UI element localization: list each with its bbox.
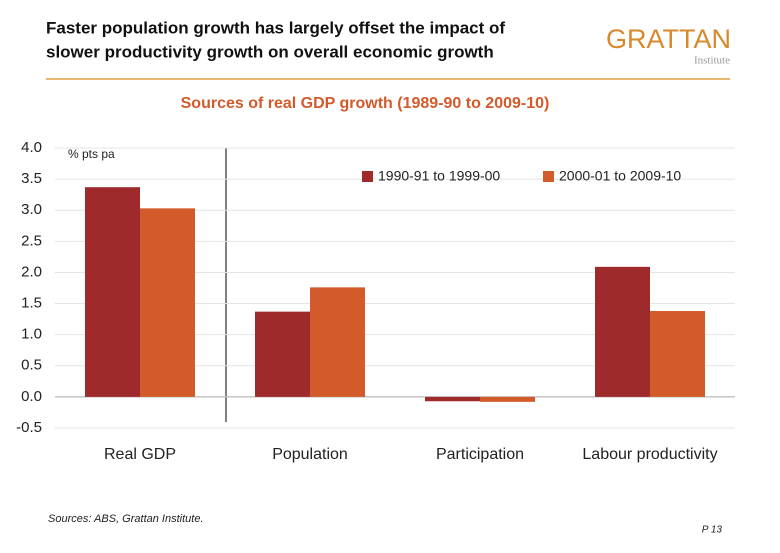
page-number: P 13 xyxy=(702,525,723,536)
legend-label: 2000-01 to 2009-10 xyxy=(559,168,681,184)
bar xyxy=(255,311,310,397)
y-tick-label: 1.5 xyxy=(21,295,42,312)
y-tick-label: 2.0 xyxy=(21,263,42,280)
slide-title: slower productivity growth on overall ec… xyxy=(46,42,494,61)
x-tick-label: Real GDP xyxy=(104,446,176,463)
bar xyxy=(140,208,195,397)
chart-title: Sources of real GDP growth (1989-90 to 2… xyxy=(181,95,550,112)
source: Sources: ABS, Grattan Institute. xyxy=(48,513,204,525)
x-tick-label: Participation xyxy=(436,446,524,463)
x-tick-label: Population xyxy=(272,446,348,463)
bar xyxy=(425,396,480,402)
y-tick-label: 0.0 xyxy=(21,388,42,405)
bar xyxy=(480,396,535,402)
y-tick-label: 1.0 xyxy=(21,326,42,343)
bar xyxy=(310,287,365,397)
y-tick-label: 3.5 xyxy=(21,170,42,187)
logo-sub: Institute xyxy=(694,55,730,67)
y-tick-label: -0.5 xyxy=(16,419,42,436)
bar xyxy=(85,187,140,397)
slide-title: Faster population growth has largely off… xyxy=(46,18,505,37)
y-tick-label: 3.0 xyxy=(21,201,42,218)
bar xyxy=(595,266,650,397)
legend-swatch xyxy=(543,171,554,182)
legend-label: 1990-91 to 1999-00 xyxy=(378,168,500,184)
y-tick-label: 0.5 xyxy=(21,357,42,374)
legend-swatch xyxy=(362,171,373,182)
y-tick-label: 2.5 xyxy=(21,232,42,249)
y-axis-label: % pts pa xyxy=(68,147,115,161)
x-tick-label: Labour productivity xyxy=(582,446,717,463)
logo: GRATTAN xyxy=(606,24,731,54)
y-tick-label: 4.0 xyxy=(21,139,42,156)
bar xyxy=(650,311,705,397)
